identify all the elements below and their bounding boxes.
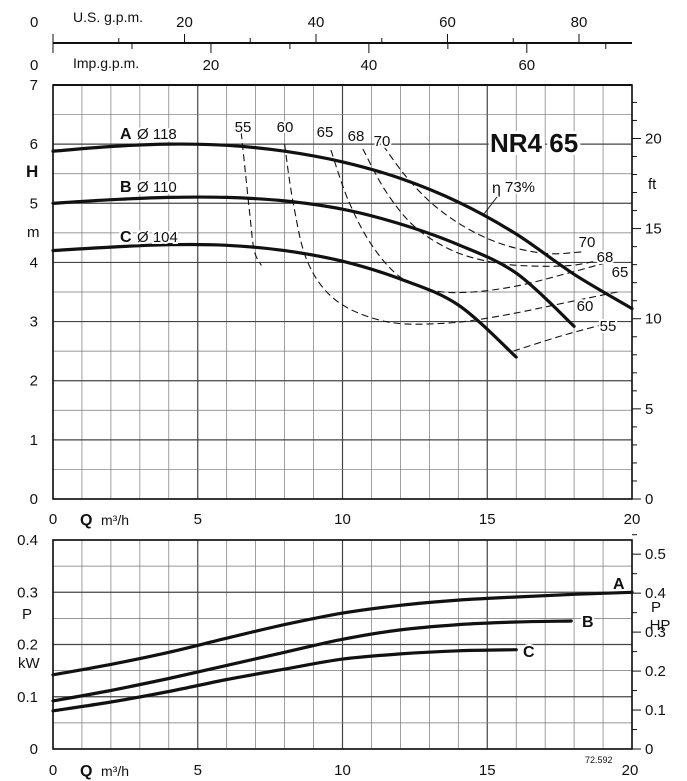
hp-tick-label: 0.5 xyxy=(645,546,666,563)
us-gpm-axis-label: U.S. g.p.m. xyxy=(73,9,143,25)
head-y-tick-label: 4 xyxy=(30,254,38,271)
power-curve-B xyxy=(51,619,573,703)
chart-title: NR4 65 xyxy=(490,128,578,158)
hp-axis-label-top: P xyxy=(651,599,661,616)
ft-tick-label: 15 xyxy=(645,221,662,238)
efficiency-right-label-55: 55 xyxy=(600,318,617,335)
head-curve-letter-C: C xyxy=(120,229,132,246)
efficiency-peak-label: 73% xyxy=(505,179,535,196)
power-x-tick-label: 15 xyxy=(479,762,496,779)
efficiency-right-label-60: 60 xyxy=(577,298,594,315)
head-y-tick-label: 3 xyxy=(30,314,38,331)
head-x-tick-label: 15 xyxy=(479,511,496,528)
hp-axis-label-bottom: HP xyxy=(650,617,671,634)
hp-tick-label: 0 xyxy=(645,741,653,758)
imp-gpm-axis-label: Imp.g.p.m. xyxy=(73,55,139,71)
power-x-axis-symbol: Q xyxy=(80,763,92,780)
ft-tick-label: 20 xyxy=(645,130,662,147)
hp-tick-label: 0.1 xyxy=(645,702,666,719)
head-x-tick-label: 10 xyxy=(334,511,351,528)
imp-gpm-tick-label: 40 xyxy=(361,57,378,74)
efficiency-line-70 xyxy=(382,144,583,255)
power-y-tick-label: 0 xyxy=(30,741,38,758)
power-curve-label-C: C xyxy=(523,644,535,661)
plot-frame xyxy=(52,84,633,500)
power-grid xyxy=(52,539,633,750)
ft-tick-label: 10 xyxy=(645,311,662,328)
us-gpm-tick-label: 60 xyxy=(439,14,456,31)
efficiency-right-label-65: 65 xyxy=(612,264,629,281)
power-y-tick-label: 0.4 xyxy=(17,532,38,549)
power-curve-A xyxy=(51,590,634,677)
efficiency-label-68: 68 xyxy=(348,128,365,145)
head-y-tick-label: 7 xyxy=(30,77,38,94)
head-curve-letter-B: B xyxy=(120,179,132,196)
head-y-tick-label: 2 xyxy=(30,373,38,390)
plot-frame xyxy=(52,539,633,750)
power-y-tick-label: 0.2 xyxy=(17,637,38,654)
efficiency-label-70: 70 xyxy=(374,133,391,150)
head-axis-unit: m xyxy=(27,224,40,241)
ft-tick-label: 0 xyxy=(645,491,653,508)
power-axis-unit: kW xyxy=(18,655,41,672)
efficiency-line-65 xyxy=(330,149,604,294)
head-curve-diameter-B: Ø 110 xyxy=(137,179,177,196)
head-x-tick-label: 0 xyxy=(49,511,57,528)
power-axis-label: P xyxy=(22,606,32,623)
drawing-number: 72.592 xyxy=(585,755,613,765)
efficiency-line-70-tail xyxy=(513,323,604,352)
head-curve-C xyxy=(51,242,518,359)
head-x-tick-label: 5 xyxy=(194,511,202,528)
power-x-axis-unit: m³/h xyxy=(101,763,129,779)
us-gpm-tick-label: 40 xyxy=(308,14,325,31)
ft-axis-label: ft xyxy=(648,176,657,193)
power-x-tick-label: 20 xyxy=(622,762,639,779)
hp-tick-label: 0.4 xyxy=(645,585,666,602)
efficiency-right-label-68: 68 xyxy=(597,249,614,266)
efficiency-line-55 xyxy=(240,132,262,266)
power-x-tick-label: 0 xyxy=(49,762,57,779)
imp-gpm-tick-label: 20 xyxy=(203,57,220,74)
efficiency-label-65: 65 xyxy=(317,124,334,141)
imp-gpm-tick-label: 0 xyxy=(30,57,38,74)
power-curve-label-B: B xyxy=(582,614,594,631)
head-y-tick-label: 0 xyxy=(30,491,38,508)
efficiency-right-label-70: 70 xyxy=(579,234,596,251)
imp-gpm-tick-label: 60 xyxy=(518,57,535,74)
head-curve-A xyxy=(51,142,634,311)
us-gpm-tick-label: 80 xyxy=(571,14,588,31)
head-axis-symbol: H xyxy=(26,162,38,181)
efficiency-label-55: 55 xyxy=(235,119,252,136)
hp-tick-label: 0.2 xyxy=(645,663,666,680)
head-curve-B xyxy=(51,195,576,328)
ft-tick-label: 5 xyxy=(645,401,653,418)
power-y-tick-label: 0.1 xyxy=(17,689,38,706)
head-curve-diameter-A: Ø 118 xyxy=(137,126,177,143)
power-curve-label-A: A xyxy=(613,576,625,593)
head-y-tick-label: 5 xyxy=(30,195,38,212)
head-grid xyxy=(52,84,633,500)
power-x-tick-label: 10 xyxy=(334,762,351,779)
head-x-axis-symbol: Q xyxy=(80,512,92,529)
us-gpm-tick-label: 0 xyxy=(30,14,38,31)
head-x-tick-label: 20 xyxy=(624,511,641,528)
us-gpm-tick-label: 20 xyxy=(176,14,193,31)
efficiency-peak-leader xyxy=(483,196,498,215)
power-y-tick-label: 0.3 xyxy=(17,584,38,601)
efficiency-label-60: 60 xyxy=(277,119,294,136)
efficiency-line-68 xyxy=(362,148,604,267)
head-y-tick-label: 1 xyxy=(30,432,38,449)
head-curve-diameter-C: Ø 104 xyxy=(137,229,178,246)
power-x-tick-label: 5 xyxy=(194,762,202,779)
efficiency-symbol: η xyxy=(492,180,501,197)
hp-tick-label: 0.3 xyxy=(645,624,666,641)
head-y-tick-label: 6 xyxy=(30,136,38,153)
efficiency-line-60 xyxy=(284,144,618,325)
power-curve-C xyxy=(51,648,518,713)
head-curve-letter-A: A xyxy=(120,126,132,143)
head-x-axis-unit: m³/h xyxy=(101,512,129,528)
